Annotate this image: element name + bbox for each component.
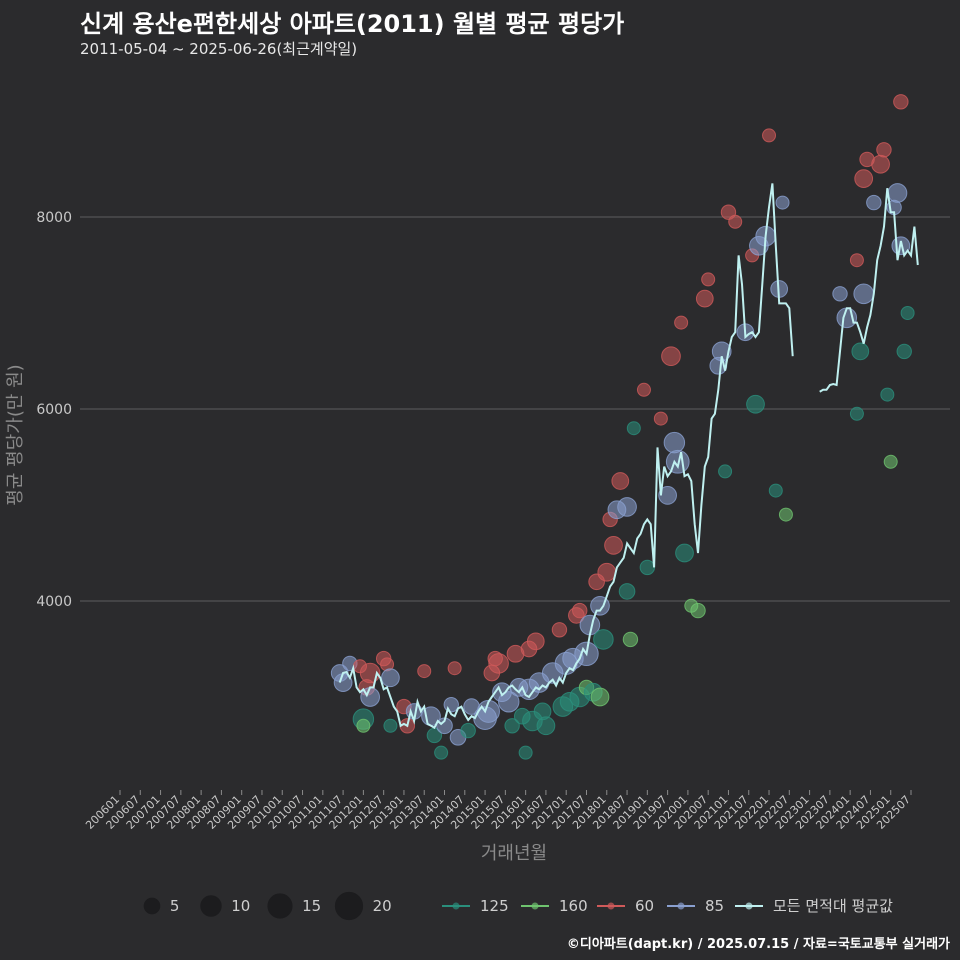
legend-point-key — [452, 902, 460, 910]
data-point-160 — [778, 507, 793, 522]
average-line-group — [338, 183, 919, 730]
data-points — [330, 94, 915, 760]
data-point-85 — [617, 497, 637, 517]
data-point-60 — [653, 411, 668, 426]
legend-size-symbol — [143, 897, 161, 915]
data-point-85 — [887, 183, 908, 203]
data-point-125 — [675, 543, 694, 563]
data-point-160 — [690, 602, 706, 619]
average-line — [338, 183, 794, 730]
legend-size-label: 10 — [231, 897, 250, 915]
legend-series-label: 160 — [559, 897, 588, 915]
data-point-125 — [896, 343, 912, 360]
data-point-60 — [551, 622, 568, 638]
legend-point-key — [607, 902, 615, 910]
data-point-125 — [851, 342, 870, 361]
legend-size-symbol — [267, 893, 293, 919]
y-axis-ticks: 4000 6000 8000 — [36, 210, 72, 610]
data-point-125 — [434, 745, 449, 760]
data-point-60 — [597, 562, 617, 582]
data-point-60 — [849, 253, 864, 268]
chart-title: 신계 용산e편한세상 아파트(2011) 월별 평균 평당가 — [80, 10, 625, 38]
data-point-125 — [460, 722, 476, 739]
data-point-85 — [663, 431, 686, 454]
data-point-60 — [893, 94, 909, 110]
data-point-125 — [718, 464, 733, 479]
legend-series-label: 125 — [480, 897, 509, 915]
legend-size-label: 5 — [170, 897, 180, 915]
data-point-125 — [618, 583, 636, 600]
legend-series-label: 모든 면적대 평균값 — [773, 897, 893, 915]
data-point-60 — [876, 142, 892, 158]
data-point-85 — [665, 449, 690, 474]
data-point-85 — [658, 486, 677, 505]
data-point-60 — [762, 128, 777, 143]
grid-lines — [80, 216, 950, 602]
data-point-60 — [871, 154, 890, 174]
legend-size-label: 20 — [373, 897, 392, 915]
data-point-60 — [701, 272, 716, 287]
data-point-60 — [572, 602, 588, 619]
source-caption: ©디아파트(dapt.kr) / 2025.07.15 / 자료=국토교통부 실… — [566, 937, 950, 952]
data-point-125 — [639, 559, 656, 576]
data-point-125 — [626, 421, 641, 436]
data-point-125 — [536, 716, 556, 736]
data-point-60 — [854, 169, 874, 188]
data-point-85 — [775, 195, 790, 210]
data-point-125 — [746, 394, 765, 414]
data-point-60 — [674, 315, 689, 330]
legend-size-symbol — [200, 895, 222, 917]
x-axis-title: 거래년월 — [481, 843, 547, 864]
data-point-60 — [417, 664, 432, 679]
data-point-125 — [849, 406, 864, 421]
data-point-60 — [611, 472, 630, 490]
data-point-85 — [866, 194, 882, 211]
data-point-60 — [488, 653, 509, 674]
x-axis-ticks: 2006012006072007012007072008012008072009… — [83, 790, 913, 832]
data-point-85 — [443, 696, 459, 713]
data-point-125 — [383, 718, 398, 733]
data-point-60 — [695, 289, 714, 308]
legend: 5 10 15 20 125 160 60 85 모든 면적대 평균값 — [143, 891, 893, 921]
y-tick-label: 6000 — [36, 402, 72, 418]
data-point-60 — [526, 632, 545, 651]
data-point-125 — [768, 483, 783, 498]
data-point-125 — [518, 745, 533, 760]
data-point-60 — [447, 661, 462, 676]
average-line — [819, 188, 919, 393]
data-point-160 — [590, 687, 610, 707]
y-axis-title: 평균 평당가(만 원) — [5, 364, 26, 505]
data-point-85 — [498, 691, 520, 713]
data-point-60 — [728, 214, 743, 229]
data-point-160 — [622, 631, 639, 648]
legend-point-key — [677, 902, 685, 910]
data-point-125 — [900, 305, 915, 321]
data-point-125 — [593, 629, 614, 650]
data-point-125 — [504, 718, 520, 734]
legend-size-symbol — [334, 891, 364, 921]
legend-series-label: 85 — [705, 897, 724, 915]
data-point-60 — [636, 382, 651, 397]
data-point-160 — [356, 718, 371, 733]
y-tick-label: 4000 — [36, 594, 72, 610]
legend-size-label: 15 — [302, 897, 321, 915]
data-point-160 — [883, 454, 898, 469]
data-point-125 — [880, 387, 895, 402]
data-point-85 — [832, 286, 848, 302]
legend-point-key — [531, 902, 539, 910]
legend-series-label: 60 — [635, 897, 654, 915]
legend-point-key — [745, 902, 753, 910]
chart-subtitle: 2011-05-04 ~ 2025-06-26(최근계약일) — [80, 40, 358, 58]
data-point-85 — [853, 283, 874, 305]
data-point-60 — [604, 535, 623, 555]
data-point-85 — [381, 668, 400, 688]
y-tick-label: 8000 — [36, 210, 72, 226]
data-point-60 — [661, 346, 681, 367]
